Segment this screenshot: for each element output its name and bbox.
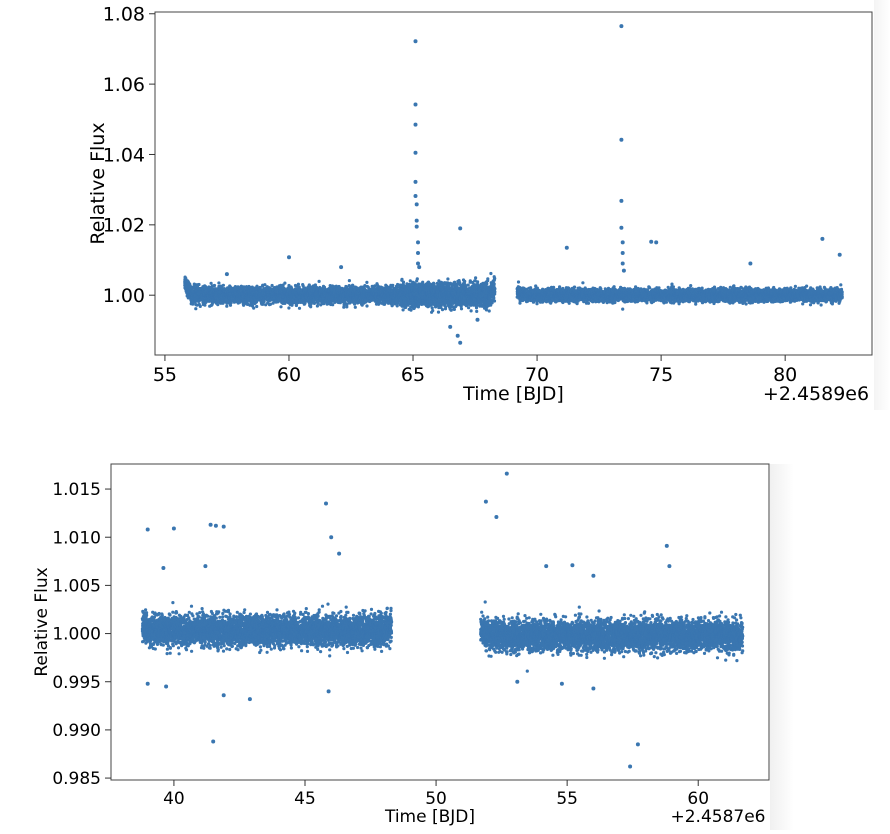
data-point xyxy=(322,285,327,289)
data-point xyxy=(203,303,207,307)
edge-shadow-top xyxy=(874,0,890,410)
data-points xyxy=(183,24,844,345)
data-point xyxy=(415,277,419,281)
data-point xyxy=(391,283,395,287)
data-point xyxy=(395,304,399,308)
edge-shadow xyxy=(770,464,794,830)
data-point xyxy=(347,279,351,283)
data-point xyxy=(194,307,198,311)
data-point xyxy=(283,281,287,285)
data-point xyxy=(221,283,225,287)
data-point xyxy=(228,303,233,307)
data-point xyxy=(296,282,300,286)
data-point xyxy=(421,280,425,284)
data-point xyxy=(279,305,283,309)
data-point xyxy=(217,281,221,285)
data-point xyxy=(197,282,201,287)
data-point xyxy=(401,308,405,312)
data-point xyxy=(225,304,229,308)
data-point xyxy=(262,300,266,304)
data-point xyxy=(252,306,256,310)
data-point xyxy=(365,304,369,308)
data-point xyxy=(317,279,321,283)
data-point xyxy=(198,304,202,308)
data-point xyxy=(270,283,274,288)
data-point xyxy=(401,280,406,284)
data-point xyxy=(353,305,357,309)
data-point xyxy=(287,306,291,310)
data-point xyxy=(365,280,369,284)
data-point xyxy=(409,308,413,312)
data-point xyxy=(400,277,404,281)
data-point xyxy=(297,306,302,310)
data-point xyxy=(212,283,217,288)
data-point xyxy=(255,304,259,309)
